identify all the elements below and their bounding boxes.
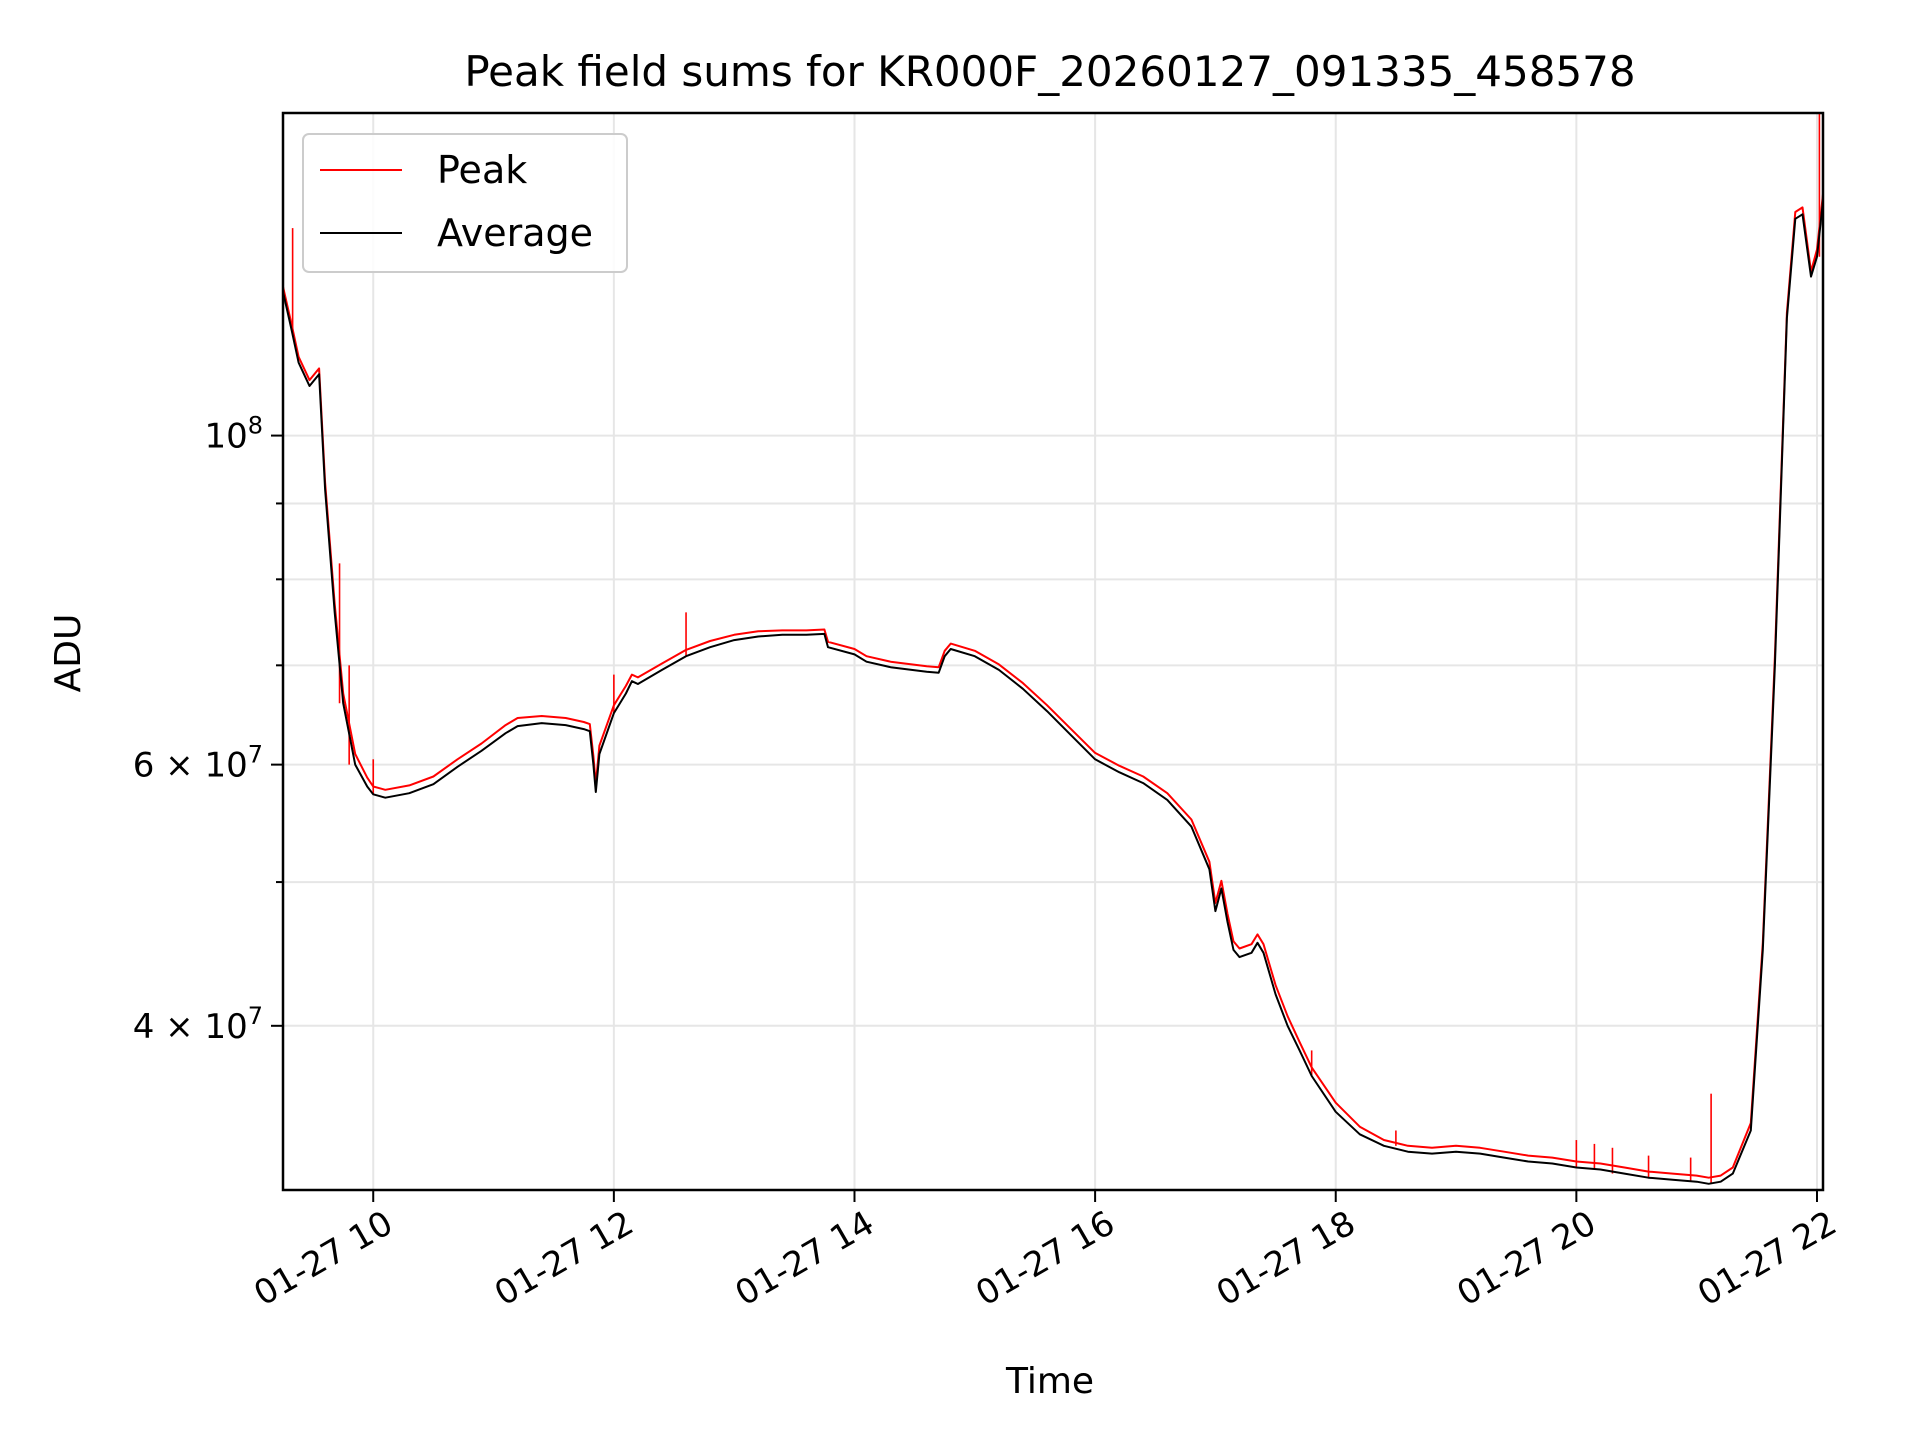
plot-frame (281, 111, 1825, 1192)
y-tick-label: 6 × 107 (133, 741, 263, 786)
series-line-average (282, 200, 1824, 1185)
legend-label-peak: Peak (437, 148, 527, 192)
y-tick-label: 4 × 107 (133, 1002, 263, 1047)
legend-box (302, 133, 628, 273)
x-axis-label: Time (1005, 1361, 1094, 1402)
chart-title: Peak field sums for KR000F_20260127_0913… (464, 47, 1635, 96)
series-line-peak (282, 193, 1824, 1179)
legend-label-average: Average (437, 211, 593, 255)
y-axis-label: ADU (48, 614, 89, 693)
grid (283, 113, 1823, 1190)
legend: Peak Average (302, 133, 628, 273)
series-group (282, 113, 1824, 1185)
y-tick-label: 108 (204, 412, 263, 457)
